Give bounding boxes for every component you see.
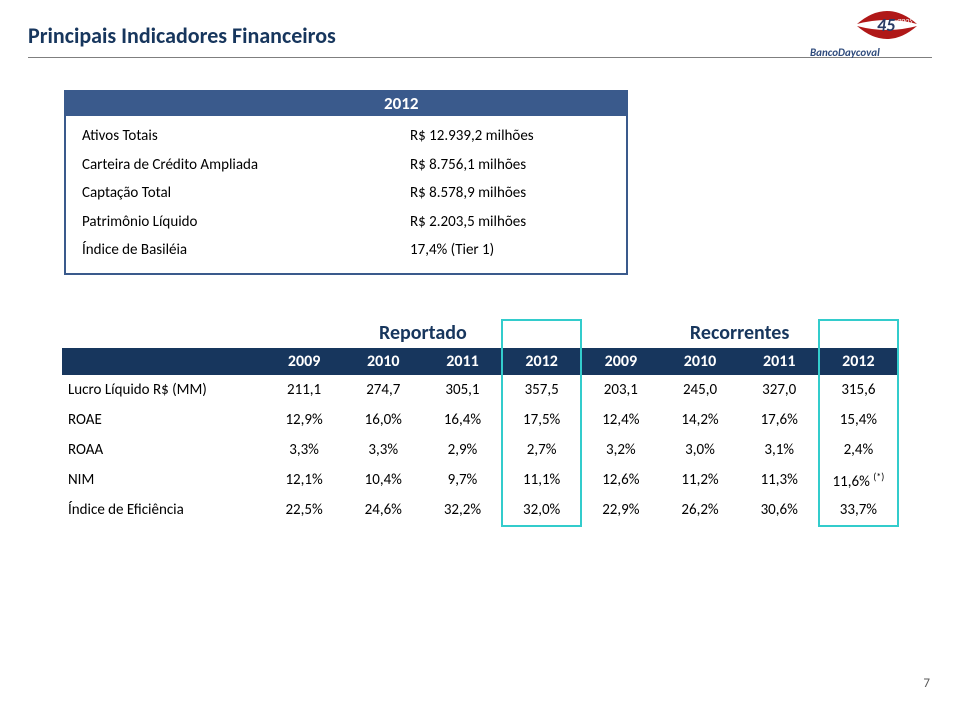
indicators-table: Reportado Recorrentes 200920102011201220… [62,315,898,525]
anniversary-badge-icon: 45 anos [852,6,922,44]
cell: 327,0 [740,375,819,405]
group-header-recorrentes: Recorrentes [581,315,898,348]
cell: 33,7% [819,495,898,525]
row-label: ROAA [62,435,264,465]
summary-row-value: R$ 2.203,5 milhões [370,208,610,237]
year-header: 2012 [819,348,898,375]
summary-row-label: Índice de Basiléia [82,236,370,265]
cell: 2,9% [423,435,502,465]
cell: 17,6% [740,405,819,435]
cell: 12,6% [581,465,660,495]
logo: 45 anos BancoDaycoval [800,6,930,70]
row-label: Índice de Eficiência [62,495,264,525]
summary-year: 2012 [384,93,418,114]
cell: 211,1 [264,375,343,405]
cell: 16,4% [423,405,502,435]
page-title: Principais Indicadores Financeiros [28,22,336,49]
summary-row-label: Carteira de Crédito Ampliada [82,151,370,180]
cell: 26,2% [660,495,739,525]
cell: 9,7% [423,465,502,495]
row-label: ROAE [62,405,264,435]
cell: 32,2% [423,495,502,525]
svg-text:45: 45 [877,14,895,36]
cell: 12,1% [264,465,343,495]
year-header: 2009 [581,348,660,375]
year-header: 2009 [264,348,343,375]
cell: 10,4% [344,465,423,495]
cell: 274,7 [344,375,423,405]
cell: 22,5% [264,495,343,525]
year-header: 2011 [423,348,502,375]
cell: 11,6% (*) [819,465,898,495]
summary-row-value: 17,4% (Tier 1) [370,236,610,265]
cell: 3,2% [581,435,660,465]
cell: 14,2% [660,405,739,435]
summary-row-label: Patrimônio Líquido [82,208,370,237]
summary-row: Índice de Basiléia17,4% (Tier 1) [82,236,610,265]
table-row: Índice de Eficiência22,5%24,6%32,2%32,0%… [62,495,898,525]
summary-row: Captação TotalR$ 8.578,9 milhões [82,179,610,208]
cell: 2,7% [502,435,581,465]
row-label: Lucro Líquido R$ (MM) [62,375,264,405]
summary-row: Ativos TotaisR$ 12.939,2 milhões [82,122,610,151]
cell: 3,0% [660,435,739,465]
table-row: Lucro Líquido R$ (MM)211,1274,7305,1357,… [62,375,898,405]
summary-row-label: Captação Total [82,179,370,208]
svg-text:anos: anos [897,16,913,26]
year-header: 2010 [344,348,423,375]
row-label: NIM [62,465,264,495]
summary-row-value: R$ 8.756,1 milhões [370,151,610,180]
summary-row: Patrimônio LíquidoR$ 2.203,5 milhões [82,208,610,237]
cell: 357,5 [502,375,581,405]
cell: 3,3% [264,435,343,465]
footnote-marker: (*) [873,470,884,483]
summary-table: 2012 Ativos TotaisR$ 12.939,2 milhõesCar… [64,90,628,275]
cell: 315,6 [819,375,898,405]
cell: 11,2% [660,465,739,495]
table-row: ROAE12,9%16,0%16,4%17,5%12,4%14,2%17,6%1… [62,405,898,435]
summary-body: Ativos TotaisR$ 12.939,2 milhõesCarteira… [64,116,628,273]
cell: 16,0% [344,405,423,435]
summary-row-value: R$ 8.578,9 milhões [370,179,610,208]
cell: 32,0% [502,495,581,525]
cell: 3,3% [344,435,423,465]
summary-row: Carteira de Crédito AmpliadaR$ 8.756,1 m… [82,151,610,180]
summary-row-label: Ativos Totais [82,122,370,151]
year-header-row: 20092010201120122009201020112012 [62,348,898,375]
cell: 11,3% [740,465,819,495]
table-row: ROAA3,3%3,3%2,9%2,7%3,2%3,0%3,1%2,4% [62,435,898,465]
cell: 203,1 [581,375,660,405]
table-row: NIM12,1%10,4%9,7%11,1%12,6%11,2%11,3%11,… [62,465,898,495]
cell: 2,4% [819,435,898,465]
cell: 305,1 [423,375,502,405]
cell: 12,4% [581,405,660,435]
cell: 3,1% [740,435,819,465]
cell: 22,9% [581,495,660,525]
cell: 24,6% [344,495,423,525]
title-underline [28,57,932,58]
cell: 11,1% [502,465,581,495]
year-header: 2011 [740,348,819,375]
cell: 15,4% [819,405,898,435]
page-number: 7 [923,676,930,691]
cell: 30,6% [740,495,819,525]
group-header-row: Reportado Recorrentes [62,315,898,348]
summary-row-value: R$ 12.939,2 milhões [370,122,610,151]
cell: 17,5% [502,405,581,435]
bank-name: BancoDaycoval [810,46,880,59]
cell: 12,9% [264,405,343,435]
cell: 245,0 [660,375,739,405]
summary-header: 2012 [64,92,628,116]
year-header: 2012 [502,348,581,375]
year-header: 2010 [660,348,739,375]
group-header-reportado: Reportado [264,315,581,348]
